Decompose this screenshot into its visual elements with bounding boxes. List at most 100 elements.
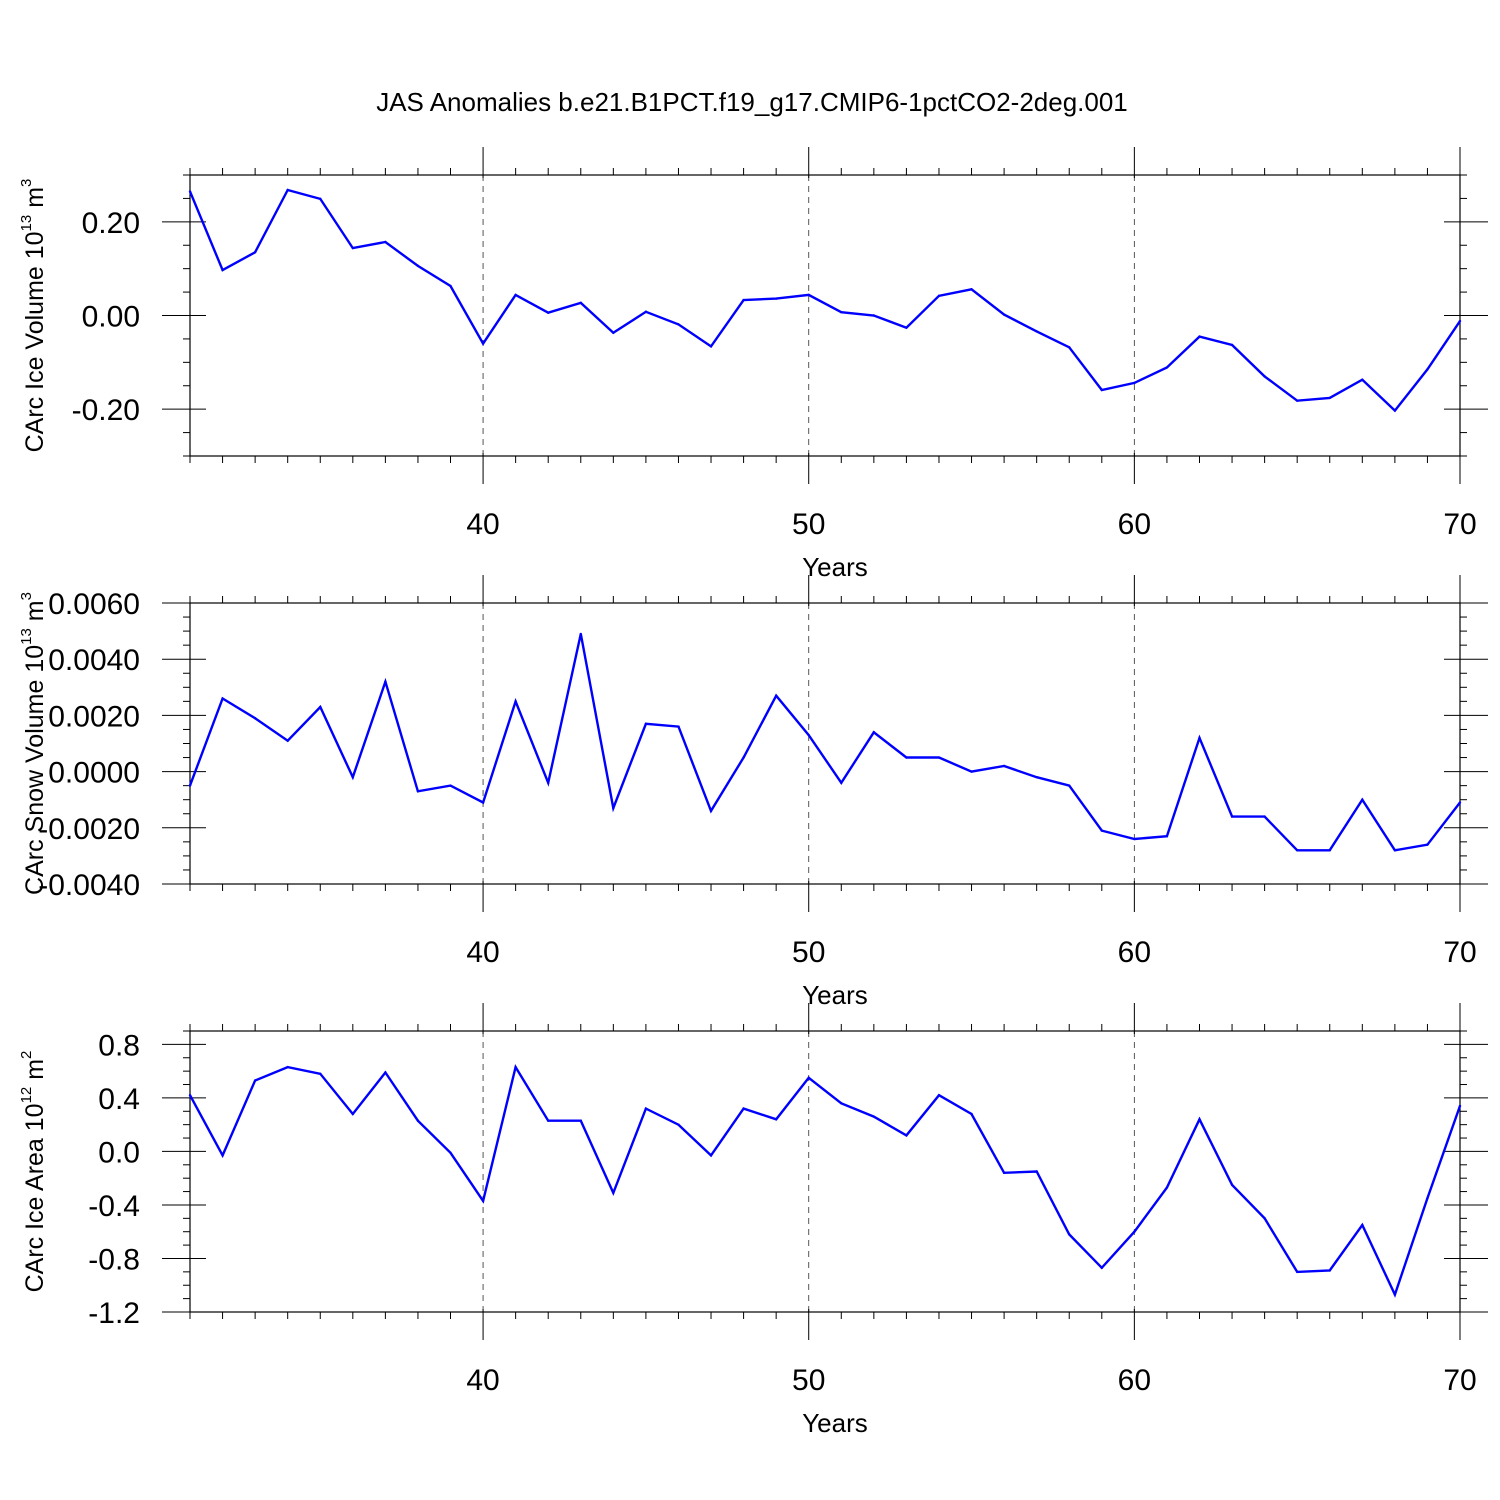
data-point [1165, 835, 1169, 838]
data-point [416, 790, 420, 793]
data-point [840, 311, 843, 314]
data-point [1198, 736, 1201, 740]
data-point [449, 784, 452, 787]
y-label-unit-exponent: 3 [18, 592, 35, 600]
data-point [1263, 815, 1266, 818]
panel-3: 40 50 60 70 -1.2 -0.8 -0.4 0.0 0.4 0.8 Years CArc I… [18, 1003, 1488, 1438]
x-tick-label: 70 [1443, 936, 1476, 969]
data-point [1035, 1170, 1038, 1173]
data-point [1100, 1266, 1103, 1270]
panels: 40 50 60 70 -0.20 0.00 0.20 Years CArc Ice Volum… [18, 147, 1488, 1438]
data-point [677, 725, 680, 728]
data-point [514, 293, 517, 297]
x-axis-label: Years [802, 980, 868, 1010]
data-point [612, 806, 615, 810]
data-point [1230, 343, 1234, 347]
data-point [1263, 375, 1266, 378]
data-point [774, 1118, 778, 1121]
data-point [579, 632, 582, 636]
data-point [384, 1071, 387, 1074]
y-label-unit: m [21, 1059, 49, 1087]
data-point [221, 1154, 224, 1157]
data-point [449, 284, 452, 288]
data-point [774, 694, 778, 697]
y-label-text: CArc Ice Area 10 [21, 1103, 49, 1292]
x-tick-label: 70 [1443, 1364, 1476, 1397]
data-point [644, 722, 648, 726]
data-point [905, 1134, 908, 1137]
data-point [840, 781, 843, 785]
data-point [253, 251, 257, 254]
data-point [742, 756, 745, 759]
plot-frame [189, 602, 1461, 885]
data-point [709, 345, 713, 348]
y-tick-label: -0.20 [72, 394, 140, 427]
data-point [1100, 388, 1103, 392]
x-tick-label: 60 [1118, 936, 1151, 969]
y-tick-label: 0.20 [82, 207, 140, 240]
data-point [1002, 313, 1006, 316]
data-point [449, 1151, 452, 1154]
data-point [221, 268, 224, 272]
data-point [351, 246, 355, 250]
data-line-series-1 [188, 633, 1461, 852]
y-label-text: CArc Ice Volume 10 [21, 231, 49, 452]
data-point [1426, 843, 1429, 846]
data-point [970, 770, 973, 773]
y-tick-label: -0.8 [88, 1243, 140, 1276]
data-point [872, 1115, 876, 1118]
y-tick-label: -0.4 [88, 1190, 140, 1223]
data-point [416, 1119, 420, 1122]
x-tick-label: 40 [466, 508, 499, 541]
data-point [286, 1065, 289, 1069]
data-point [937, 1094, 941, 1097]
y-tick-label: -0.0040 [38, 869, 140, 902]
y-tick-label: 0.00 [82, 301, 140, 334]
data-point [1295, 849, 1299, 852]
data-point [1361, 1223, 1364, 1227]
data-point [872, 314, 876, 317]
data-point [481, 342, 485, 345]
data-point [384, 240, 387, 244]
y-label-exponent: 12 [18, 1087, 35, 1104]
data-point [416, 264, 420, 268]
y-tick-label: 0.0020 [48, 700, 140, 733]
data-point [319, 197, 322, 201]
data-point [286, 739, 289, 742]
data-point [1133, 837, 1136, 841]
data-point [937, 294, 941, 298]
data-point [1426, 1197, 1429, 1200]
data-point [514, 700, 517, 703]
data-point [644, 1107, 648, 1110]
data-line-series-1 [188, 188, 1461, 413]
data-point [319, 705, 322, 709]
y-axis-label: CArc Ice Area 1012 m2 [18, 1051, 49, 1293]
data-point [1393, 849, 1397, 852]
data-point [840, 1102, 843, 1105]
data-point [970, 288, 973, 291]
data-point [1002, 764, 1006, 768]
y-tick-label: -0.0020 [38, 813, 140, 846]
data-point [774, 297, 778, 300]
data-point [1328, 1269, 1331, 1272]
data-point [253, 1079, 257, 1082]
y-tick-label: 0.4 [98, 1083, 140, 1116]
data-point [1068, 784, 1071, 787]
data-point [1068, 346, 1071, 349]
y-axis-label: CArc Snow Volume 1013 m3 [18, 592, 49, 895]
data-point [742, 298, 745, 302]
y-tick-label: 0.0 [98, 1136, 140, 1169]
data-point [188, 1094, 192, 1097]
data-point [1230, 1183, 1234, 1187]
data-point [481, 801, 485, 804]
data-point [1068, 1233, 1071, 1236]
data-point [579, 301, 582, 305]
y-tick-label: 0.0060 [48, 588, 140, 621]
data-point [612, 1191, 615, 1195]
data-point [709, 809, 713, 813]
data-point [709, 1154, 713, 1157]
data-point [1133, 1230, 1136, 1233]
data-point [547, 1119, 550, 1122]
y-tick-label: 0.0000 [48, 757, 140, 790]
